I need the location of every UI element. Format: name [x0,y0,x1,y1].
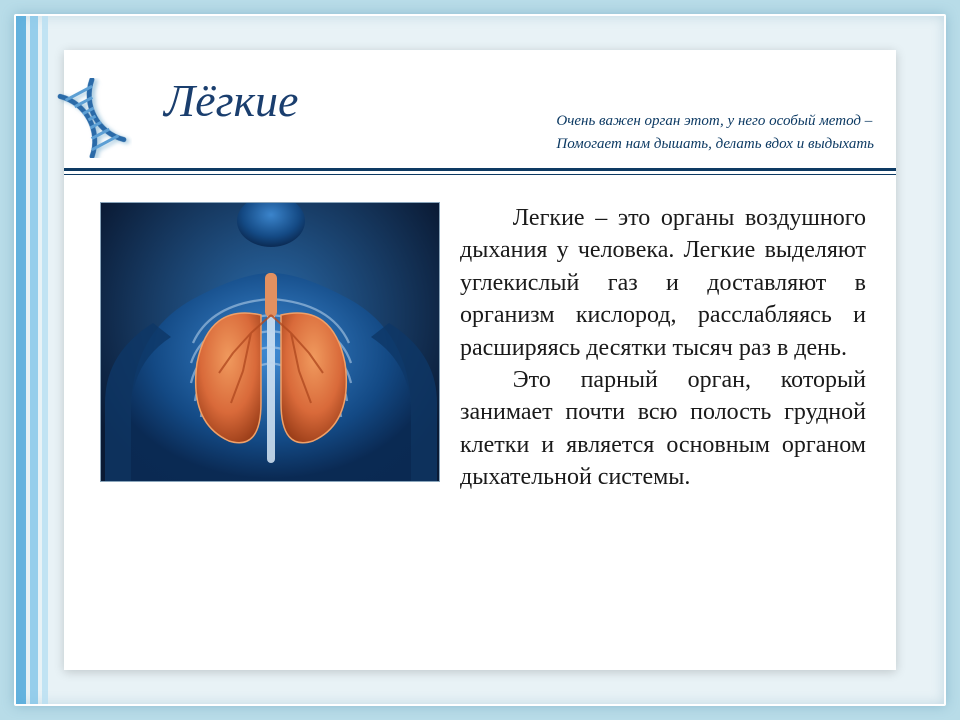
left-side-bars [16,16,56,704]
lungs-illustration [100,202,440,482]
body-text: Легкие – это органы воздушного дыхания у… [460,202,866,656]
page-subtitle: Очень важен орган этот, у него особый ме… [556,110,874,155]
subtitle-line-1: Очень важен орган этот, у него особый ме… [556,113,872,129]
paragraph-2: Это парный орган, который занимает почти… [460,364,866,494]
dna-icon [52,78,132,158]
content-area: Легкие – это органы воздушного дыхания у… [64,192,896,656]
outer-frame: Лёгкие Очень важен орган этот, у него ос… [14,14,946,706]
subtitle-line-2: Помогает нам дышать, делать вдох и выдых… [556,136,874,152]
page-title: Лёгкие [164,74,298,127]
paragraph-1: Легкие – это органы воздушного дыхания у… [460,202,866,364]
header: Лёгкие Очень важен орган этот, у него ос… [64,50,896,168]
slide-card: Лёгкие Очень важен орган этот, у него ос… [64,50,896,670]
header-rule [64,168,896,178]
